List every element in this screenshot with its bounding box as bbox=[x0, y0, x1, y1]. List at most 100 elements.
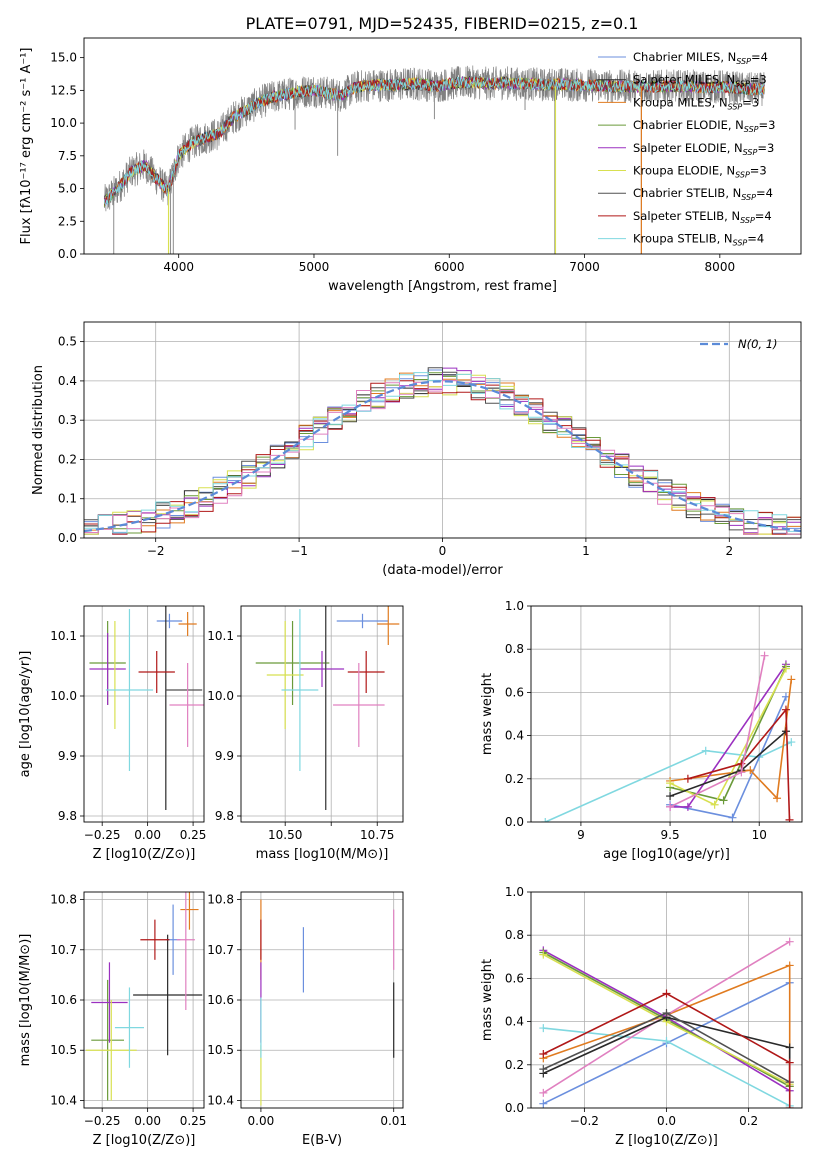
weight-marker bbox=[785, 961, 794, 970]
y-tick-label: 0.6 bbox=[505, 685, 524, 699]
model-spectrum-kroupa-stelib bbox=[103, 75, 765, 207]
panel-weight_vs_Z: −0.2 0.0 0.2 0.0 0.2 0.4 0.6 0.8 1.0 Z [log10(Z/Z… bbox=[480, 885, 803, 1148]
x-tick-label: 4000 bbox=[163, 260, 194, 274]
y-tick-label: 0.0 bbox=[58, 247, 77, 261]
weight-marker bbox=[728, 813, 737, 822]
plot-area bbox=[103, 65, 765, 254]
y-tick-label: 7.5 bbox=[58, 149, 77, 163]
x-tick-label: 0.0 bbox=[657, 1114, 676, 1128]
y-tick-label: 10.4 bbox=[207, 1093, 234, 1107]
histogram-salpeter-stelib bbox=[84, 380, 801, 535]
errorbar-kroupa-elodie bbox=[85, 1000, 137, 1101]
y-tick-label: 0.4 bbox=[505, 729, 524, 743]
errorbar-chabrier-miles bbox=[336, 613, 389, 629]
y-tick-label: 10.0 bbox=[207, 689, 234, 703]
errorbar-extra bbox=[169, 663, 204, 747]
weight-marker bbox=[746, 766, 755, 775]
errorbar-kroupa-miles bbox=[377, 606, 400, 645]
x-axis-label: wavelength [Angstrom, rest frame] bbox=[328, 279, 557, 294]
y-tick-label: 0.5 bbox=[58, 335, 77, 349]
x-axis-label: age [log10(age/yr)] bbox=[603, 847, 730, 862]
plot-area bbox=[531, 606, 802, 822]
weight-marker bbox=[539, 1099, 548, 1108]
errorbar-extra bbox=[333, 663, 385, 747]
weight-marker bbox=[785, 815, 794, 822]
weight-marker bbox=[785, 1043, 794, 1052]
weight-marker bbox=[683, 774, 692, 783]
x-tick-label: 0 bbox=[439, 544, 447, 558]
plot-area bbox=[84, 322, 801, 538]
y-tick-label: 10.1 bbox=[50, 629, 77, 643]
y-tick-label: 10.8 bbox=[50, 893, 77, 907]
weight-marker bbox=[781, 664, 790, 673]
y-axis-label: age [log10(age/yr)] bbox=[18, 651, 33, 778]
x-tick-label: 0.00 bbox=[134, 1114, 161, 1128]
weight-line-salpeter-stelib bbox=[542, 992, 791, 1108]
weight-marker bbox=[760, 651, 769, 660]
x-tick-label: 10.75 bbox=[360, 828, 394, 842]
plot-area bbox=[241, 606, 403, 822]
x-tick-label: −2 bbox=[147, 544, 165, 558]
weight-marker bbox=[737, 768, 746, 777]
errorbar-salpeter-stelib bbox=[140, 919, 170, 960]
errorbar-kroupa-stelib bbox=[114, 987, 144, 1068]
weight-marker bbox=[785, 1104, 794, 1108]
plot-area bbox=[84, 892, 204, 1108]
errorbar-chabrier-elodie bbox=[255, 621, 330, 705]
y-tick-label: 0.0 bbox=[505, 1101, 524, 1115]
y-tick-label: 10.4 bbox=[50, 1093, 77, 1107]
y-tick-label: 1.0 bbox=[505, 885, 524, 899]
errorbar-salpeter-elodie bbox=[299, 651, 345, 687]
histogram-chabrier-stelib bbox=[84, 367, 801, 531]
x-tick-label: 0.01 bbox=[380, 1114, 407, 1128]
weight-marker bbox=[666, 802, 675, 811]
panel-residuals: −2 −1 0 1 2 0.0 0.1 0.2 0.3 0.4 0.5 (data-model)/er… bbox=[31, 321, 802, 578]
y-tick-label: 0.8 bbox=[505, 642, 524, 656]
plot-area bbox=[241, 892, 403, 1108]
y-axis-label: mass [log10(M/M⊙)] bbox=[18, 934, 33, 1067]
weight-marker bbox=[787, 675, 796, 684]
errorbar-kroupa-miles bbox=[178, 612, 197, 636]
weight-marker bbox=[701, 746, 710, 755]
y-tick-label: 10.0 bbox=[50, 116, 77, 130]
errorbar-salpeter-stelib bbox=[138, 651, 175, 693]
y-tick-label: 10.6 bbox=[207, 993, 234, 1007]
x-tick-label: 0.00 bbox=[134, 828, 161, 842]
y-tick-label: 5.0 bbox=[58, 182, 77, 196]
errorbar-salpeter-elodie bbox=[91, 962, 128, 1043]
x-tick-label: 5000 bbox=[299, 260, 330, 274]
x-tick-label: 0.2 bbox=[739, 1114, 758, 1128]
weight-marker bbox=[539, 1050, 548, 1058]
y-axis-label: Normed distribution bbox=[31, 365, 46, 495]
weight-line-kroupa-stelib bbox=[544, 741, 792, 822]
legend-entry: Salpeter ELODIE, NSSP=3 bbox=[633, 141, 774, 157]
errorbar-salpeter-elodie bbox=[89, 633, 126, 705]
y-tick-label: 0.4 bbox=[58, 374, 77, 388]
errorbar-chabrier-elodie bbox=[91, 979, 124, 1101]
legend: Chabrier MILES, NSSP=4 Salpeter MILES, NS… bbox=[598, 50, 775, 248]
x-axis-label: E(B-V) bbox=[302, 1133, 342, 1148]
normal-fit-curve bbox=[84, 380, 801, 533]
errorbar-extra bbox=[176, 892, 195, 1011]
weight-marker bbox=[666, 792, 675, 801]
x-axis-label: Z [log10(Z/Z⊙)] bbox=[93, 847, 196, 862]
weight-marker bbox=[781, 705, 790, 714]
histogram-extra bbox=[84, 377, 801, 535]
weight-marker bbox=[719, 796, 728, 805]
x-tick-label: −0.2 bbox=[570, 1114, 599, 1128]
errorbar-salpeter-miles bbox=[133, 934, 203, 1056]
errorbar-chabrier-miles bbox=[156, 613, 183, 629]
legend-entry: Chabrier STELIB, NSSP=4 bbox=[633, 186, 773, 202]
weight-marker bbox=[539, 1024, 548, 1033]
y-tick-label: 9.9 bbox=[215, 749, 234, 763]
y-tick-label: 10.6 bbox=[50, 993, 77, 1007]
y-tick-label: 0.0 bbox=[58, 531, 77, 545]
panel-age_vs_mass: 10.50 10.75 9.8 9.9 10.0 10.1 mass [log10(M/M⊙… bbox=[207, 605, 404, 862]
x-tick-label: 6000 bbox=[434, 260, 465, 274]
panel-age_vs_Z: −0.25 0.00 0.25 9.8 9.9 10.0 10.1 Z [log10(Z/Z⊙… bbox=[18, 605, 206, 862]
x-tick-label: 9.5 bbox=[661, 828, 680, 842]
legend-entry: Chabrier ELODIE, NSSP=3 bbox=[633, 118, 775, 134]
legend-entry: N(0, 1) bbox=[738, 337, 778, 351]
x-axis-label: Z [log10(Z/Z⊙)] bbox=[615, 1133, 718, 1148]
